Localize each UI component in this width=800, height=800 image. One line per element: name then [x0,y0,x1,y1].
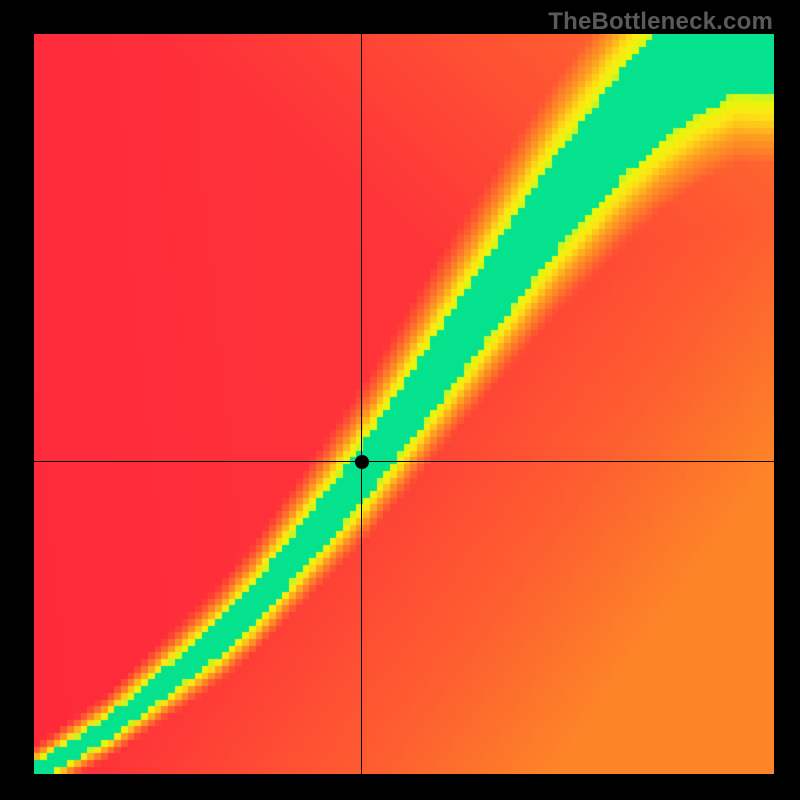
watermark-text: TheBottleneck.com [548,8,773,36]
crosshair-vertical [361,34,362,774]
crosshair-marker [355,455,369,469]
heatmap-plot [34,34,774,774]
heatmap-canvas [34,34,774,774]
crosshair-horizontal [34,461,774,462]
